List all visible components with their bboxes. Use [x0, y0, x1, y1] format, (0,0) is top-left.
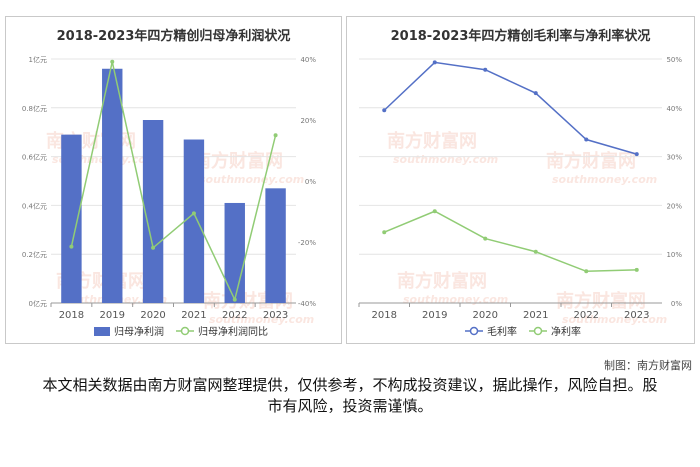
watermark-url: southmoney.com [403, 293, 508, 306]
point-series-0-2023 [634, 152, 639, 157]
watermark-brand: 南方财富网 [46, 130, 136, 152]
x-tick-label: 2021 [523, 310, 548, 321]
y-right-tick-label: 0% [305, 178, 316, 186]
left-chart-panel: 2018-2023年四方精创归母净利润状况 南方财富网southmoney.co… [5, 16, 342, 344]
x-tick-label: 2023 [624, 310, 649, 321]
point-series-0-2018 [382, 108, 387, 113]
bar-2021 [183, 139, 205, 303]
watermark-brand: 南方财富网 [556, 290, 646, 312]
y-left-tick-label: 1亿元 [29, 55, 47, 64]
point-series-1-2019 [432, 209, 437, 214]
point-yoy-2022 [232, 297, 237, 302]
y-right-tick-label: 30% [666, 154, 682, 162]
bar-2019 [102, 68, 123, 303]
legend-label-bar: 归母净利润 [114, 325, 164, 338]
point-series-0-2020 [483, 67, 488, 72]
y-right-tick-label: 0% [671, 300, 682, 308]
watermark-url: southmoney.com [552, 173, 657, 186]
bar-2018 [61, 134, 82, 303]
watermark-brand: 南方财富网 [546, 150, 636, 172]
right-chart-panel: 2018-2023年四方精创毛利率与净利率状况 南方财富网 southmoney.… [346, 16, 695, 344]
legend-marker-0 [469, 326, 479, 336]
x-tick-label: 2018 [372, 310, 397, 321]
y-left-tick-label: 0.4亿元 [22, 201, 47, 210]
y-right-tick-label: 20% [666, 202, 682, 210]
bar-2022 [224, 202, 245, 303]
y-left-tick-label: 0.8亿元 [22, 104, 47, 113]
legend-marker-1 [533, 326, 543, 336]
y-right-tick-label: 20% [300, 117, 316, 125]
x-tick-label: 2021 [181, 310, 206, 321]
bar-2020 [142, 120, 164, 303]
legend-label-0: 毛利率 [487, 325, 517, 338]
watermark-brand: 南方财富网 [193, 150, 283, 172]
watermark-url: southmoney.com [393, 153, 498, 166]
right-chart-title: 2018-2023年四方精创毛利率与净利率状况 [390, 29, 651, 44]
point-series-1-2022 [584, 269, 589, 274]
bar-2023 [265, 188, 286, 303]
y-right-tick-label: -20% [298, 239, 316, 247]
y-left-tick-label: 0亿元 [29, 299, 47, 308]
line-yoy-growth [70, 61, 277, 302]
disclaimer-text: 本文相关数据由南方财富网整理提供，仅供参考，不构成投资建议，据此操作，风险自担。… [42, 376, 658, 415]
point-yoy-2020 [151, 245, 156, 250]
legend-marker-line [180, 326, 190, 336]
watermark-url: southmoney.com [199, 173, 304, 186]
watermark-brand: 南方财富网 [387, 130, 477, 152]
point-series-0-2019 [432, 60, 437, 65]
x-tick-label: 2018 [59, 310, 84, 321]
watermark-url: southmoney.com [562, 313, 667, 326]
x-tick-label: 2019 [100, 310, 125, 321]
x-tick-label: 2020 [473, 310, 498, 321]
point-series-1-2023 [634, 267, 639, 272]
y-left-tick-label: 0.2亿元 [22, 250, 47, 259]
legend-label-1: 净利率 [551, 325, 581, 338]
left-chart-svg: 南方财富网southmoney.com南方财富网southmoney.com南方… [22, 55, 316, 338]
watermark-url: southmoney.com [209, 313, 314, 326]
x-tick-label: 2019 [422, 310, 447, 321]
legend-swatch-bar [94, 327, 110, 336]
point-series-1-2018 [382, 230, 387, 235]
x-tick-label: 2020 [140, 310, 165, 321]
line-series-0 [383, 61, 637, 155]
chart-credit: 制图：南方财富网 [604, 359, 692, 372]
y-right-tick-label: 40% [666, 105, 682, 113]
y-left-tick-label: 0.6亿元 [22, 153, 47, 162]
point-series-0-2021 [533, 91, 538, 96]
point-series-0-2022 [584, 137, 589, 142]
point-series-1-2021 [533, 249, 538, 254]
line-series-1 [383, 210, 637, 273]
x-tick-label: 2023 [263, 310, 288, 321]
x-tick-label: 2022 [222, 310, 247, 321]
point-yoy-2023 [273, 133, 278, 138]
left-chart-title: 2018-2023年四方精创归母净利润状况 [56, 29, 291, 44]
x-tick-label: 2022 [574, 310, 599, 321]
point-yoy-2021 [191, 211, 196, 216]
y-right-tick-label: 40% [300, 56, 316, 64]
watermark-brand: 南方财富网 [397, 270, 487, 292]
point-yoy-2019 [110, 59, 115, 64]
y-right-tick-label: -40% [298, 300, 316, 308]
y-right-tick-label: 10% [666, 251, 682, 259]
point-yoy-2018 [69, 244, 74, 249]
legend-label-line: 归母净利润同比 [198, 325, 268, 338]
y-right-tick-label: 50% [666, 56, 682, 64]
point-series-1-2020 [483, 236, 488, 241]
